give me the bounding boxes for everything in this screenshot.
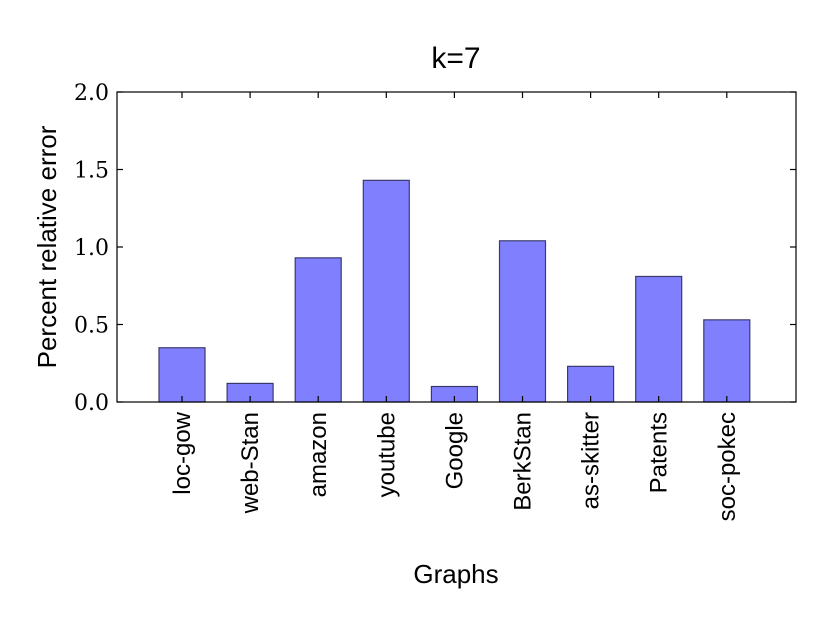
x-tick-label: loc-gow (169, 411, 196, 494)
bar-youtube (362, 179, 410, 403)
x-axis-ticks: loc-gow web-Stan amazon youtube Google BerkSt… (169, 92, 741, 521)
x-tick-label: amazon (305, 412, 332, 497)
x-tick-label: Patents (646, 412, 673, 493)
x-axis-label: Graphs (413, 559, 498, 589)
y-tick-label: 1.0 (74, 236, 109, 261)
y-axis-label: Percent relative error (32, 125, 62, 368)
plot-frame (116, 91, 797, 403)
bar-amazon (294, 257, 342, 403)
x-tick-label: Google (441, 412, 468, 489)
x-tick-label: youtube (373, 412, 400, 497)
y-axis-ticks: 0.0 0.5 1.0 1.5 2.0 (74, 81, 796, 416)
bar-BerkStan (498, 240, 547, 403)
x-tick-label: soc-pokec (714, 412, 741, 521)
x-tick-label: as-skitter (578, 412, 605, 509)
y-tick-label: 1.5 (74, 159, 109, 184)
y-tick-label: 2.0 (74, 81, 109, 106)
bar-soc-pokec (703, 319, 751, 403)
y-tick-label: 0.0 (74, 391, 109, 416)
bars-group (158, 179, 751, 403)
y-tick-label: 0.5 (74, 314, 109, 339)
chart-title: k=7 (431, 42, 480, 75)
bar-loc-gow (158, 347, 206, 403)
x-tick-label: web-Stan (237, 412, 264, 514)
bar-Patents (635, 275, 683, 403)
x-tick-label: BerkStan (510, 412, 537, 511)
